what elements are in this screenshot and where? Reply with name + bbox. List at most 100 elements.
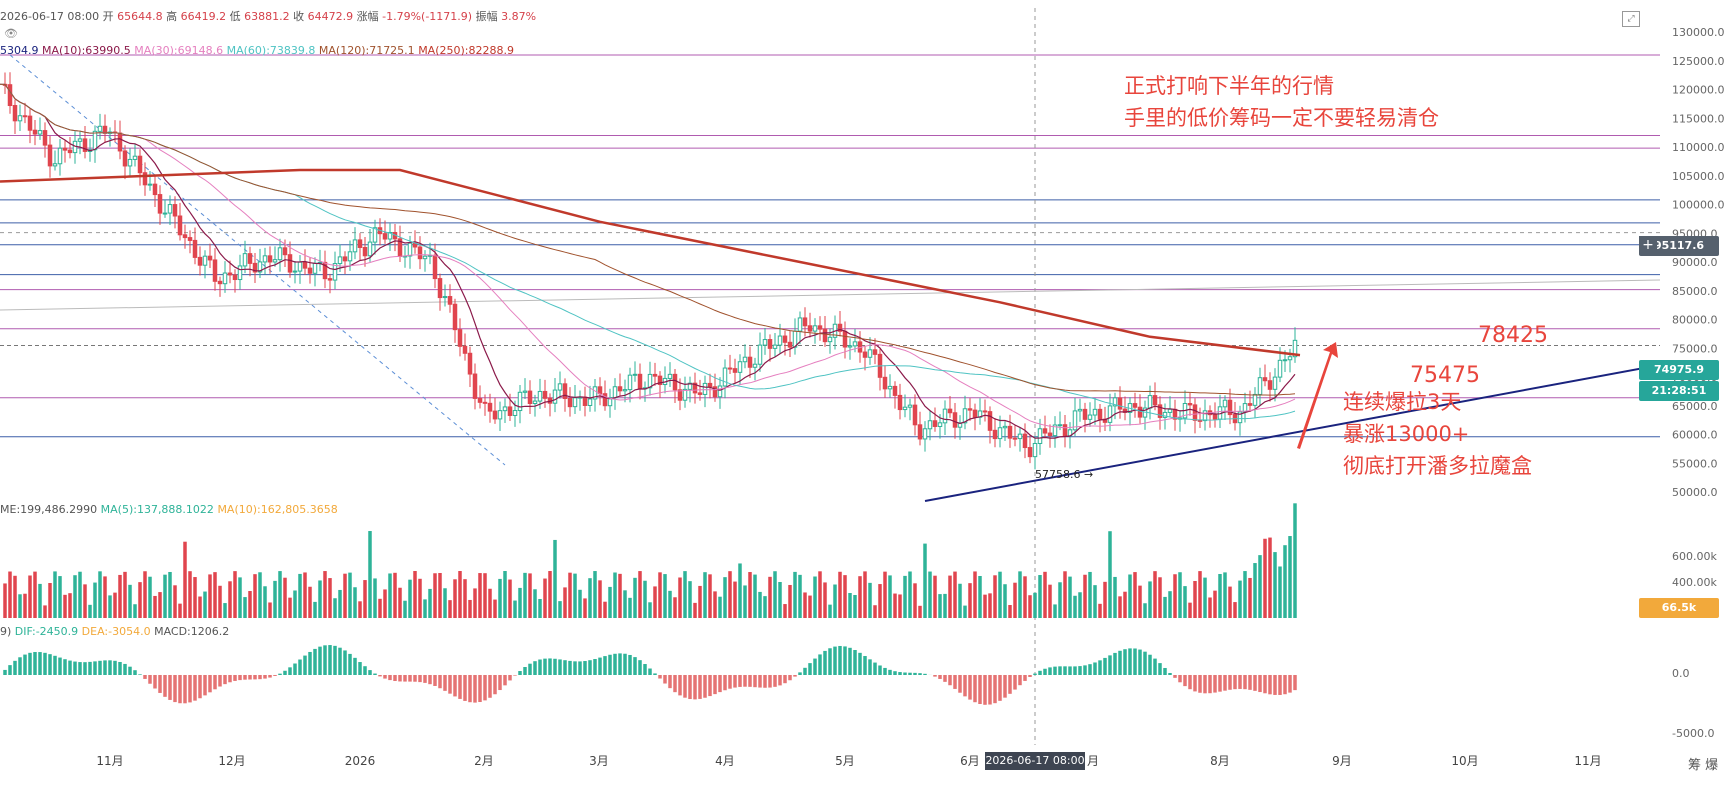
macd-bar	[1083, 665, 1087, 675]
macd-bar	[558, 659, 562, 675]
macd-bar	[3, 670, 7, 675]
candle-body	[58, 148, 62, 164]
volume-bar	[338, 590, 342, 618]
volume-bar	[873, 605, 877, 618]
volume-bar	[693, 603, 697, 618]
candle-body	[473, 374, 477, 398]
price-tick-label: 115000.0	[1672, 112, 1725, 125]
volume-bar	[1023, 576, 1027, 618]
macd-bar	[983, 675, 987, 705]
macd-bar	[858, 653, 862, 675]
macd-bar	[938, 675, 942, 679]
candle-body	[888, 386, 892, 388]
macd-bar	[83, 662, 87, 675]
macd-bar	[243, 675, 247, 680]
eye-icon[interactable]: 👁	[4, 27, 18, 40]
volume-bar	[403, 601, 407, 618]
macd-bar	[683, 675, 687, 698]
macd-bar	[878, 665, 882, 675]
macd-bar	[533, 661, 537, 675]
volume-bar	[1143, 603, 1147, 618]
candle-body	[738, 362, 742, 373]
volume-bar	[568, 573, 572, 618]
candle-body	[728, 368, 732, 369]
macd-bar	[1248, 675, 1252, 690]
ohlc-open: 65644.8	[117, 10, 163, 23]
candle-body	[1048, 433, 1052, 436]
candle-body	[48, 145, 52, 166]
candle-body	[518, 392, 522, 410]
volume-bar	[393, 573, 397, 618]
candle-body	[778, 336, 782, 345]
macd-bar	[618, 653, 622, 675]
volume-bar	[93, 583, 97, 618]
candle-body	[1098, 409, 1102, 419]
candle-body	[198, 257, 202, 265]
volume-bar	[638, 571, 642, 618]
macd-bar	[258, 675, 262, 679]
macd-bar	[163, 675, 167, 697]
candle-body	[1088, 415, 1092, 419]
volume-bar	[898, 594, 902, 618]
candle-body	[28, 116, 32, 130]
plus-icon[interactable]: +	[1639, 236, 1657, 254]
volume-bar	[488, 589, 492, 618]
macd-bar	[518, 671, 522, 675]
macd-bar	[1043, 669, 1047, 675]
volume-bar	[78, 572, 82, 618]
macd-bar	[573, 661, 577, 675]
volume-bar	[1053, 604, 1057, 618]
volume-bar	[313, 602, 317, 618]
macd-bar	[758, 675, 762, 688]
volume-bar	[183, 542, 187, 618]
macd-bar	[218, 675, 222, 687]
macd-bar	[648, 669, 652, 675]
candle-body	[338, 257, 342, 264]
candle-body	[1258, 378, 1262, 395]
candle-body	[953, 413, 957, 427]
volume-bar	[868, 583, 872, 618]
volume-bar	[783, 604, 787, 618]
volume-bar	[103, 576, 107, 618]
volume-bar	[853, 595, 857, 618]
volume-bar	[323, 571, 327, 618]
bottom-right-label[interactable]: 筹 爆	[1688, 754, 1718, 773]
macd-bar	[613, 654, 617, 675]
candle-body	[628, 375, 632, 389]
macd-bar	[413, 675, 417, 682]
expand-icon[interactable]: ⤢	[1622, 11, 1640, 27]
macd-bar	[233, 675, 237, 681]
macd-bar	[128, 667, 132, 675]
macd-bar	[733, 675, 737, 688]
macd-bar	[603, 656, 607, 675]
volume-bar	[373, 578, 377, 618]
macd-bar	[583, 661, 587, 675]
volume-bar	[1213, 591, 1217, 618]
macd-bar	[863, 656, 867, 675]
candle-body	[1013, 438, 1017, 439]
volume-bar	[268, 602, 272, 618]
macd-bar	[1268, 675, 1272, 694]
ohlc-low: 63881.2	[244, 10, 290, 23]
macd-bar	[498, 675, 502, 690]
volume-bar	[623, 590, 627, 618]
macd-bar	[738, 675, 742, 687]
volume-bar	[1103, 582, 1107, 618]
price-tick-label: 90000.0	[1672, 256, 1718, 269]
macd-bar	[588, 660, 592, 675]
macd-bar	[1053, 667, 1057, 675]
volume-bar	[998, 572, 1002, 618]
macd-bar	[293, 664, 297, 675]
macd-bar	[33, 652, 37, 675]
macd-bar	[913, 673, 917, 675]
volume-bar	[1198, 571, 1202, 618]
macd-bar	[363, 666, 367, 675]
candle-body	[283, 248, 287, 255]
macd-bar	[1198, 675, 1202, 693]
level-label-high: 78425	[1478, 323, 1548, 348]
volume-bar	[738, 563, 742, 618]
volume-bar	[678, 577, 682, 618]
candle-body	[1278, 360, 1282, 377]
candle-body	[38, 131, 42, 134]
macd-bar	[8, 665, 12, 675]
